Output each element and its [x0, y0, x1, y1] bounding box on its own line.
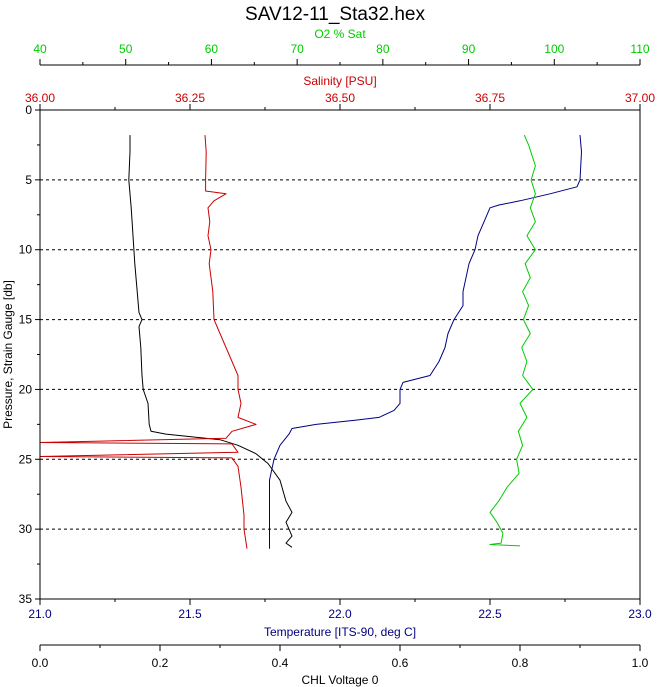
- chl-tick-label: 0.8: [512, 656, 529, 670]
- o2-tick-label: 80: [376, 42, 390, 56]
- top-o2-axis: 40 50 60 70 80 90 100 110 O2 % Sat: [33, 27, 650, 66]
- salinity-tick-label: 36.00: [25, 91, 55, 105]
- chl-axis-title: CHL Voltage 0: [302, 673, 379, 687]
- chl-tick-label: 1.0: [632, 656, 649, 670]
- temperature-profile-line: [269, 135, 582, 549]
- series-lines: [39, 134, 582, 549]
- chl-tick-label: 0.4: [272, 656, 289, 670]
- pressure-tick-label: 25: [19, 452, 33, 466]
- pressure-axis-title: Pressure, Strain Gauge [db]: [1, 280, 15, 429]
- o2-tick-label: 90: [462, 42, 476, 56]
- temperature-tick-label: 22.5: [478, 607, 502, 621]
- plot-frame: [39, 109, 641, 600]
- o2-tick-label: 100: [544, 42, 564, 56]
- o2-tick-label: 40: [33, 42, 47, 56]
- salinity-profile-line: [39, 135, 257, 549]
- temperature-tick-label: 22.0: [328, 607, 352, 621]
- o2-tick-label: 60: [205, 42, 219, 56]
- pressure-tick-label: 30: [19, 522, 33, 536]
- temperature-tick-label: 21.5: [178, 607, 202, 621]
- pressure-tick-label: 35: [19, 592, 33, 606]
- pressure-axis: 0 5 10 15 20 25 30 35 Pressure, Strain Gauge [db…: [1, 103, 40, 606]
- salinity-tick-label: 36.75: [475, 91, 505, 105]
- salinity-tick-label: 36.25: [175, 91, 205, 105]
- temperature-tick-label: 23.0: [628, 607, 652, 621]
- chl-tick-label: 0.6: [392, 656, 409, 670]
- chl-profile-line: [128, 135, 293, 548]
- bottom-temperature-axis: 21.0 21.5 22.0 22.5 23.0 Temperature [ITS-90,…: [28, 599, 652, 639]
- o2-tick-label: 110: [630, 42, 649, 56]
- salinity-tick-label: 36.50: [325, 91, 355, 105]
- pressure-tick-label: 5: [25, 173, 32, 187]
- temperature-tick-label: 21.0: [28, 607, 52, 621]
- o2-tick-label: 50: [119, 42, 133, 56]
- salinity-tick-label: 37.00: [625, 91, 655, 105]
- top-salinity-axis: 36.00 36.25 36.50 36.75 37.00 Salinity [PSU]: [25, 74, 655, 110]
- pressure-tick-label: 0: [25, 103, 32, 117]
- bottom-chl-axis: 0.0 0.2 0.4 0.6 0.8 1.0 CHL Voltage 0: [32, 644, 649, 687]
- pressure-tick-label: 15: [19, 313, 33, 327]
- chl-tick-label: 0.2: [152, 656, 169, 670]
- salinity-axis-title: Salinity [PSU]: [303, 74, 376, 88]
- temperature-axis-title: Temperature [ITS-90, deg C]: [264, 625, 416, 639]
- gridlines: [40, 179, 640, 530]
- chart-title: SAV12-11_Sta32.hex: [245, 4, 425, 25]
- pressure-tick-label: 10: [19, 243, 33, 257]
- pressure-tick-label: 20: [19, 382, 33, 396]
- o2-axis-title: O2 % Sat: [314, 27, 366, 41]
- o2-tick-label: 70: [290, 42, 304, 56]
- o2-profile-line: [489, 134, 536, 547]
- chl-tick-label: 0.0: [32, 656, 49, 670]
